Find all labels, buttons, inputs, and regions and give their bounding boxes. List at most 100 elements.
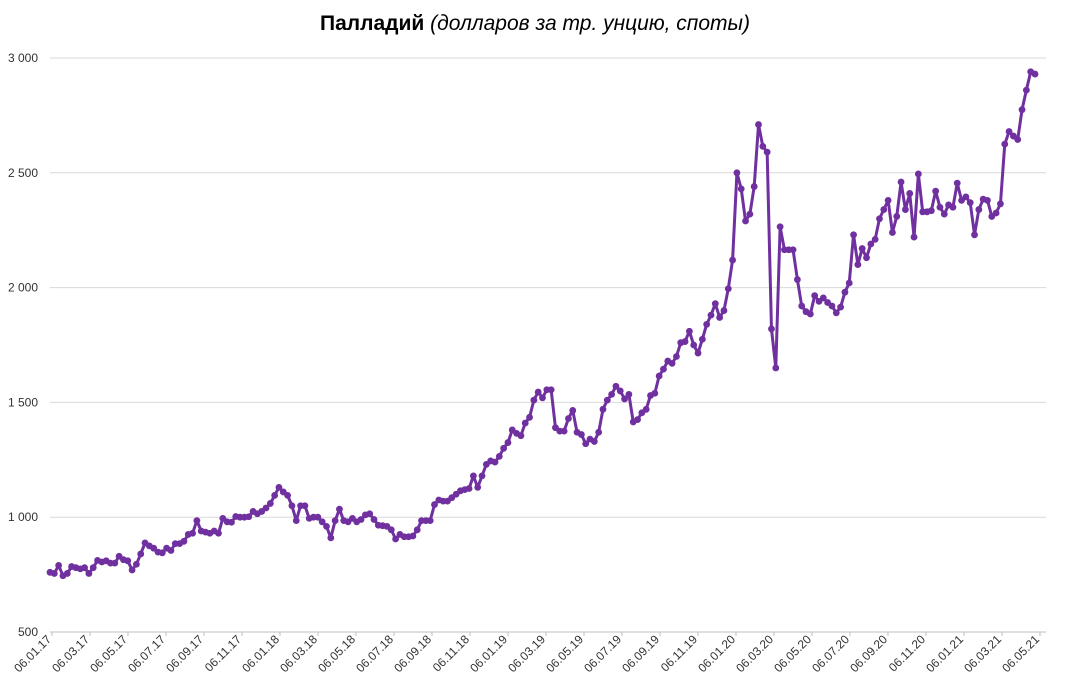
- data-point: [180, 537, 188, 545]
- data-point: [582, 440, 590, 448]
- data-point: [819, 294, 827, 302]
- data-point: [876, 215, 883, 223]
- x-tick-label: 06.11.20: [886, 632, 929, 675]
- data-point: [50, 570, 58, 577]
- series-points: [46, 68, 1039, 580]
- data-point: [724, 285, 732, 293]
- data-point: [997, 200, 1004, 208]
- data-point: [655, 372, 663, 380]
- data-point: [685, 327, 693, 335]
- data-point: [720, 307, 728, 314]
- data-point: [409, 532, 417, 540]
- data-point: [616, 387, 624, 395]
- data-point: [569, 407, 577, 414]
- data-point: [491, 458, 499, 466]
- data-point: [867, 240, 875, 248]
- data-point: [323, 522, 330, 530]
- y-tick-label: 1 000: [8, 510, 38, 524]
- x-tick-label: 06.01.21: [923, 632, 966, 675]
- data-point: [634, 416, 641, 424]
- data-point: [577, 431, 585, 438]
- data-point: [975, 206, 983, 213]
- y-tick-label: 1 500: [8, 395, 38, 409]
- data-point: [314, 513, 322, 521]
- data-point: [547, 386, 555, 394]
- data-point: [530, 396, 538, 404]
- data-point: [772, 364, 780, 372]
- data-point: [949, 203, 957, 211]
- y-tick-label: 2 000: [8, 281, 38, 295]
- x-tick-label: 06.03.18: [277, 632, 320, 675]
- data-point: [901, 206, 909, 213]
- data-point: [729, 256, 736, 264]
- x-tick-label: 06.01.19: [467, 632, 510, 675]
- data-point: [992, 209, 1000, 217]
- data-point: [776, 223, 784, 231]
- data-point: [962, 193, 970, 201]
- x-tick-label: 06.05.18: [315, 632, 358, 675]
- data-point: [387, 526, 395, 534]
- chart-title-main: Палладий: [319, 12, 425, 35]
- data-point: [366, 510, 374, 518]
- data-point: [673, 353, 680, 360]
- data-point: [124, 557, 132, 565]
- data-point: [759, 143, 767, 150]
- x-tick-label: 06.09.17: [163, 632, 206, 675]
- data-point: [193, 517, 201, 525]
- data-point: [927, 207, 935, 215]
- x-tick-label: 06.03.17: [49, 632, 92, 675]
- data-point: [828, 302, 836, 310]
- data-point: [465, 485, 473, 492]
- x-tick-label: 06.09.20: [847, 632, 890, 675]
- x-tick-label: 06.05.17: [87, 632, 130, 675]
- data-point: [806, 310, 814, 318]
- data-point: [750, 183, 758, 190]
- data-point: [660, 365, 667, 373]
- data-point: [327, 534, 335, 542]
- data-point: [228, 518, 235, 526]
- data-point: [798, 302, 806, 310]
- data-point: [936, 203, 944, 211]
- data-point: [953, 179, 961, 187]
- data-point: [431, 501, 438, 508]
- data-point: [111, 559, 119, 567]
- data-point: [262, 504, 270, 512]
- data-point: [495, 452, 503, 460]
- x-axis-ticks: 06.01.1706.03.1706.05.1706.07.1706.09.17…: [11, 632, 1042, 675]
- x-tick-label: 06.11.19: [658, 632, 701, 675]
- data-point: [789, 246, 797, 254]
- data-point: [651, 389, 659, 397]
- data-point: [504, 439, 512, 446]
- data-point: [716, 314, 724, 321]
- data-point: [370, 516, 378, 523]
- data-point: [474, 483, 482, 491]
- data-point: [284, 491, 292, 499]
- data-point: [534, 388, 542, 396]
- data-point: [863, 254, 870, 262]
- data-point: [150, 544, 158, 552]
- data-point: [755, 121, 762, 128]
- y-tick-label: 2 500: [8, 166, 38, 180]
- data-point: [517, 432, 525, 440]
- x-tick-label: 06.03.21: [961, 632, 1004, 675]
- data-point: [621, 395, 628, 403]
- x-tick-label: 06.05.19: [543, 632, 586, 675]
- data-point: [858, 245, 866, 252]
- data-point: [500, 444, 508, 452]
- data-point: [681, 338, 689, 345]
- data-point: [711, 300, 719, 308]
- data-point: [910, 233, 918, 241]
- x-tick-label: 06.01.18: [239, 632, 282, 675]
- x-tick-label: 06.11.18: [430, 632, 473, 675]
- x-tick-label: 06.07.18: [353, 632, 396, 675]
- data-point: [158, 549, 166, 557]
- data-point: [971, 231, 978, 239]
- data-point: [694, 349, 702, 357]
- data-point: [871, 235, 879, 243]
- data-point: [128, 566, 136, 574]
- data-point: [413, 526, 421, 534]
- data-point: [215, 529, 222, 537]
- data-point: [608, 390, 616, 398]
- data-point: [478, 472, 486, 480]
